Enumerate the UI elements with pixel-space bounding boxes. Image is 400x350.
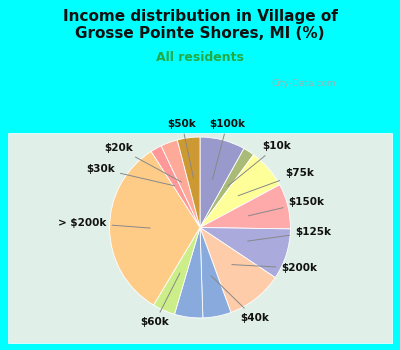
Text: $20k: $20k xyxy=(104,143,182,182)
Wedge shape xyxy=(200,148,254,228)
Wedge shape xyxy=(110,152,200,305)
Text: $100k: $100k xyxy=(209,119,245,179)
Wedge shape xyxy=(151,146,200,228)
Wedge shape xyxy=(177,137,200,228)
Wedge shape xyxy=(154,228,200,314)
Wedge shape xyxy=(200,137,244,228)
Text: $75k: $75k xyxy=(238,168,314,196)
Text: Income distribution in Village of: Income distribution in Village of xyxy=(62,9,338,24)
Wedge shape xyxy=(200,228,231,318)
Text: $200k: $200k xyxy=(232,263,318,273)
Wedge shape xyxy=(200,155,280,228)
Text: $125k: $125k xyxy=(248,227,331,241)
Wedge shape xyxy=(200,228,275,313)
Wedge shape xyxy=(161,140,200,228)
Text: $150k: $150k xyxy=(248,197,325,216)
Text: All residents: All residents xyxy=(156,51,244,64)
Text: City-Data.com: City-Data.com xyxy=(272,79,337,88)
Wedge shape xyxy=(174,228,203,318)
Text: $40k: $40k xyxy=(211,275,269,323)
Text: $30k: $30k xyxy=(86,164,174,186)
Text: > $200k: > $200k xyxy=(58,218,150,228)
Text: $60k: $60k xyxy=(140,273,180,328)
Text: $50k: $50k xyxy=(168,119,196,178)
Text: $10k: $10k xyxy=(228,141,291,186)
Wedge shape xyxy=(200,185,290,229)
Text: Grosse Pointe Shores, MI (%): Grosse Pointe Shores, MI (%) xyxy=(75,26,325,41)
Wedge shape xyxy=(200,228,290,278)
